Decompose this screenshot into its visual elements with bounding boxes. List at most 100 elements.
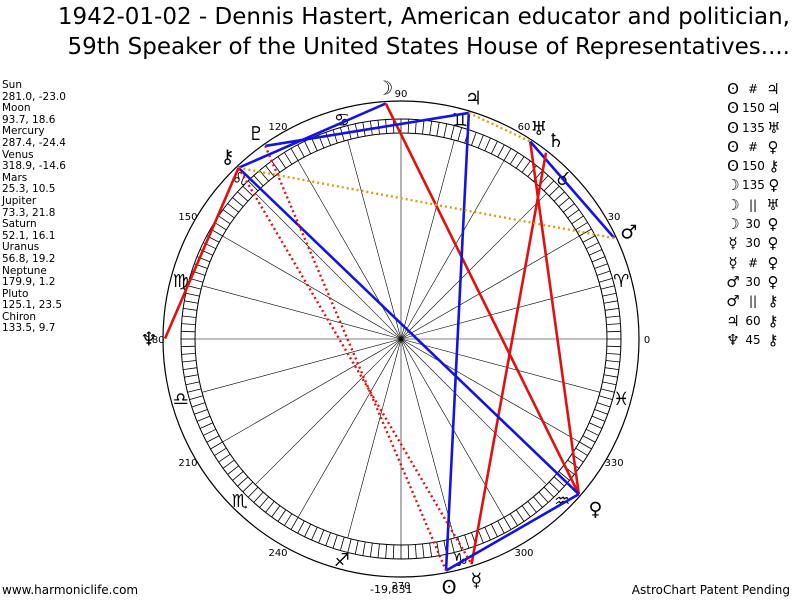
planet-name: Pluto xyxy=(2,287,29,300)
degree-tick xyxy=(347,538,352,553)
degree-tick xyxy=(603,374,618,378)
degree-label: 120 xyxy=(268,122,287,133)
website-link[interactable]: www.harmoniclife.com xyxy=(2,583,139,597)
aspect-line xyxy=(237,166,580,496)
degree-tick xyxy=(284,513,293,526)
degree-tick xyxy=(543,486,555,498)
degree-tick xyxy=(521,505,531,518)
aspect-line xyxy=(163,167,240,340)
degree-tick xyxy=(582,235,596,243)
degree-tick xyxy=(602,381,617,386)
degree-tick xyxy=(214,222,227,231)
degree-tick xyxy=(325,132,331,146)
degree-tick xyxy=(450,125,455,140)
degree-tick xyxy=(497,520,505,534)
degree-tick xyxy=(521,160,531,173)
degree-tick xyxy=(515,156,525,169)
degree-tick xyxy=(457,127,463,142)
degree-tick xyxy=(503,517,512,530)
planet-coords: 179.9, 1.2 xyxy=(2,276,56,289)
aspect-mark: 30 xyxy=(745,217,761,232)
zodiac-sagittarius-icon: ♐ xyxy=(334,550,350,571)
degree-tick xyxy=(443,123,448,138)
planet-coords: 93.7, 18.6 xyxy=(2,113,56,126)
degree-tick xyxy=(242,481,254,493)
planet-coords: 25.3, 10.5 xyxy=(2,183,56,196)
degree-tick xyxy=(181,352,196,355)
degree-tick xyxy=(548,185,560,197)
aspect-mark: || xyxy=(748,197,758,212)
degree-tick xyxy=(199,422,213,429)
degree-tick xyxy=(579,228,592,237)
aspect-planet-1: ʘ xyxy=(727,118,739,137)
chart-spoke xyxy=(222,338,402,443)
aspect-planet-2: ♅ xyxy=(767,118,781,137)
planet-name: Jupiter xyxy=(2,194,37,207)
degree-tick xyxy=(533,496,543,508)
degree-tick xyxy=(515,509,525,522)
planet-position-uranus: Uranus 56.8, 19.2 xyxy=(2,242,66,265)
degree-tick xyxy=(585,428,599,436)
aspect-mark: # xyxy=(747,255,759,270)
degree-tick xyxy=(582,435,596,443)
aspect-planet-2: ♀ xyxy=(767,137,779,156)
planet-coords: 125.1, 23.5 xyxy=(2,299,63,312)
planet-position-mercury: Mercury 287.4, -24.4 xyxy=(2,126,66,149)
degree-tick xyxy=(191,402,206,408)
degree-tick xyxy=(606,352,621,355)
planet-position-saturn: Saturn 52.1, 16.1 xyxy=(2,219,66,242)
degree-tick xyxy=(579,441,592,450)
degree-tick xyxy=(311,527,318,541)
chiron-glyph-icon: ⚷ xyxy=(221,146,235,168)
chart-spoke xyxy=(400,235,580,340)
aspect-line xyxy=(384,102,581,495)
aspect-line xyxy=(445,493,580,572)
planet-name: Chiron xyxy=(2,310,37,323)
degree-tick xyxy=(598,395,613,401)
degree-tick xyxy=(385,544,388,559)
degree-tick xyxy=(450,538,455,553)
degree-tick xyxy=(332,534,338,549)
aspect-row: ☿ # ♀ xyxy=(724,254,783,273)
degree-tick xyxy=(484,137,491,151)
degree-tick xyxy=(271,160,281,173)
aspect-row: ♆ 45 ⚷ xyxy=(724,331,783,350)
aspect-line xyxy=(265,111,470,148)
degree-label: 300 xyxy=(514,548,533,559)
degree-tick xyxy=(237,191,249,202)
aspect-row: ʘ 150 ♃ xyxy=(724,99,783,118)
chart-spoke xyxy=(400,193,547,340)
aspect-planet-1: ☿ xyxy=(728,234,738,253)
zodiac-scorpio-icon: ♏ xyxy=(232,491,248,512)
aspect-row: ♂ 30 ♀ xyxy=(724,273,783,292)
pluto-glyph-icon: ♇ xyxy=(248,123,265,145)
degree-tick xyxy=(183,307,198,311)
degree-tick xyxy=(297,144,305,158)
degree-tick xyxy=(558,471,570,481)
aspect-planet-2: ♀ xyxy=(767,253,779,272)
degree-tick xyxy=(596,402,611,408)
degree-tick xyxy=(422,120,425,135)
degree-tick xyxy=(253,175,264,187)
degree-tick xyxy=(181,323,196,326)
aspect-planet-1: ☽ xyxy=(726,195,740,214)
degree-tick xyxy=(575,447,588,456)
chart-spoke xyxy=(297,338,402,518)
planet-position-moon: Moon 93.7, 18.6 xyxy=(2,103,66,126)
degree-tick xyxy=(490,523,498,537)
degree-tick xyxy=(203,428,217,436)
degree-tick xyxy=(490,141,498,155)
planet-position-mars: Mars 25.3, 10.5 xyxy=(2,172,66,196)
degree-tick xyxy=(182,360,197,363)
aspect-mark: 30 xyxy=(745,236,761,251)
aspect-planet-2: ♀ xyxy=(768,176,780,195)
planet-coords: 73.3, 21.8 xyxy=(2,206,56,219)
degree-tick xyxy=(603,300,618,304)
degree-tick xyxy=(503,148,512,161)
chart-spoke xyxy=(201,285,402,340)
degree-tick xyxy=(567,209,580,219)
degree-tick xyxy=(362,541,366,556)
degree-tick xyxy=(290,517,299,530)
aspect-mark: 45 xyxy=(745,332,761,347)
degree-tick xyxy=(600,285,615,290)
